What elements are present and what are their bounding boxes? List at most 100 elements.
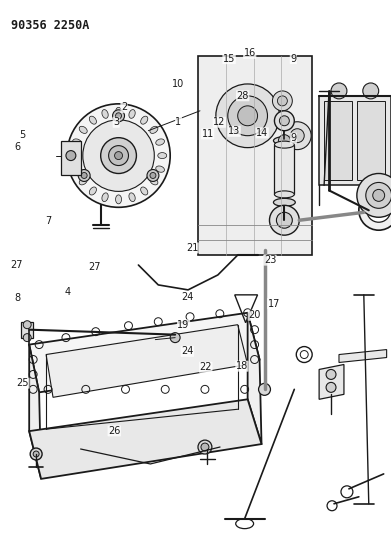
Circle shape — [78, 169, 90, 181]
Ellipse shape — [102, 110, 108, 118]
Circle shape — [279, 116, 289, 126]
Circle shape — [113, 110, 125, 122]
Text: 6: 6 — [14, 142, 20, 152]
Text: 4: 4 — [65, 287, 71, 297]
Circle shape — [331, 83, 347, 99]
Text: 27: 27 — [10, 261, 22, 270]
Text: 13: 13 — [228, 126, 240, 136]
Text: 27: 27 — [89, 262, 101, 271]
Ellipse shape — [129, 193, 135, 201]
Text: 1: 1 — [176, 117, 181, 127]
Ellipse shape — [141, 187, 148, 195]
Text: 21: 21 — [186, 243, 198, 253]
Ellipse shape — [156, 166, 165, 172]
Circle shape — [67, 104, 170, 207]
Ellipse shape — [274, 191, 294, 198]
Circle shape — [109, 146, 129, 166]
Ellipse shape — [274, 198, 295, 206]
Text: 11: 11 — [201, 129, 214, 139]
Circle shape — [269, 205, 299, 235]
Text: 20: 20 — [248, 310, 261, 320]
Text: 19: 19 — [178, 320, 190, 330]
Ellipse shape — [102, 193, 108, 201]
Text: 8: 8 — [14, 293, 20, 303]
Ellipse shape — [89, 187, 96, 195]
Circle shape — [363, 83, 379, 99]
Circle shape — [23, 334, 31, 342]
Text: 26: 26 — [108, 426, 120, 436]
Polygon shape — [29, 313, 260, 392]
Ellipse shape — [141, 116, 148, 124]
Bar — [322, 121, 336, 129]
Polygon shape — [319, 96, 390, 185]
Text: 10: 10 — [172, 78, 185, 88]
Text: 16: 16 — [243, 49, 256, 58]
Circle shape — [326, 369, 336, 379]
Circle shape — [367, 198, 390, 222]
Circle shape — [326, 382, 336, 392]
Circle shape — [150, 173, 156, 179]
Circle shape — [228, 96, 267, 136]
Ellipse shape — [73, 166, 82, 172]
Circle shape — [81, 173, 87, 179]
Text: 24: 24 — [181, 346, 194, 357]
Circle shape — [114, 151, 123, 159]
Text: 3: 3 — [113, 117, 119, 127]
Circle shape — [259, 383, 270, 395]
Text: 22: 22 — [200, 362, 212, 372]
Circle shape — [283, 122, 311, 150]
Polygon shape — [29, 345, 41, 479]
Circle shape — [276, 212, 292, 228]
Circle shape — [201, 443, 209, 451]
Circle shape — [272, 91, 292, 111]
Circle shape — [373, 189, 385, 201]
Circle shape — [359, 190, 392, 230]
Circle shape — [366, 182, 392, 208]
Text: 9: 9 — [290, 54, 296, 63]
Bar — [384, 101, 392, 160]
Text: 15: 15 — [223, 54, 235, 63]
Polygon shape — [29, 399, 261, 479]
Ellipse shape — [150, 177, 158, 185]
Text: 90356 2250A: 90356 2250A — [11, 19, 90, 33]
Circle shape — [290, 129, 304, 143]
Ellipse shape — [156, 139, 165, 145]
Ellipse shape — [79, 177, 87, 185]
Text: 14: 14 — [256, 128, 268, 138]
Circle shape — [30, 448, 42, 460]
Text: 18: 18 — [236, 361, 248, 371]
Ellipse shape — [71, 152, 79, 158]
Circle shape — [238, 106, 258, 126]
Circle shape — [116, 113, 122, 119]
Circle shape — [278, 96, 287, 106]
Ellipse shape — [384, 98, 392, 104]
Bar — [274, 144, 294, 195]
Text: 2: 2 — [121, 102, 127, 112]
Text: 12: 12 — [213, 117, 225, 127]
Polygon shape — [46, 325, 248, 397]
Text: 17: 17 — [268, 298, 280, 309]
Ellipse shape — [79, 126, 87, 133]
Circle shape — [274, 111, 294, 131]
Bar — [21, 322, 33, 337]
Text: 24: 24 — [181, 292, 194, 302]
Ellipse shape — [73, 139, 82, 145]
Text: 7: 7 — [45, 216, 51, 227]
Bar — [357, 101, 385, 181]
Polygon shape — [248, 313, 261, 444]
Ellipse shape — [129, 110, 135, 118]
Ellipse shape — [150, 126, 158, 133]
Text: 9: 9 — [290, 133, 296, 143]
Circle shape — [170, 333, 180, 343]
Polygon shape — [198, 56, 312, 255]
Polygon shape — [339, 350, 387, 362]
Ellipse shape — [274, 141, 294, 148]
Circle shape — [198, 440, 212, 454]
Ellipse shape — [274, 136, 295, 144]
Circle shape — [66, 151, 76, 160]
Text: 23: 23 — [264, 255, 276, 265]
Circle shape — [33, 451, 39, 457]
Circle shape — [216, 84, 279, 148]
Polygon shape — [61, 141, 81, 175]
Circle shape — [147, 169, 159, 181]
